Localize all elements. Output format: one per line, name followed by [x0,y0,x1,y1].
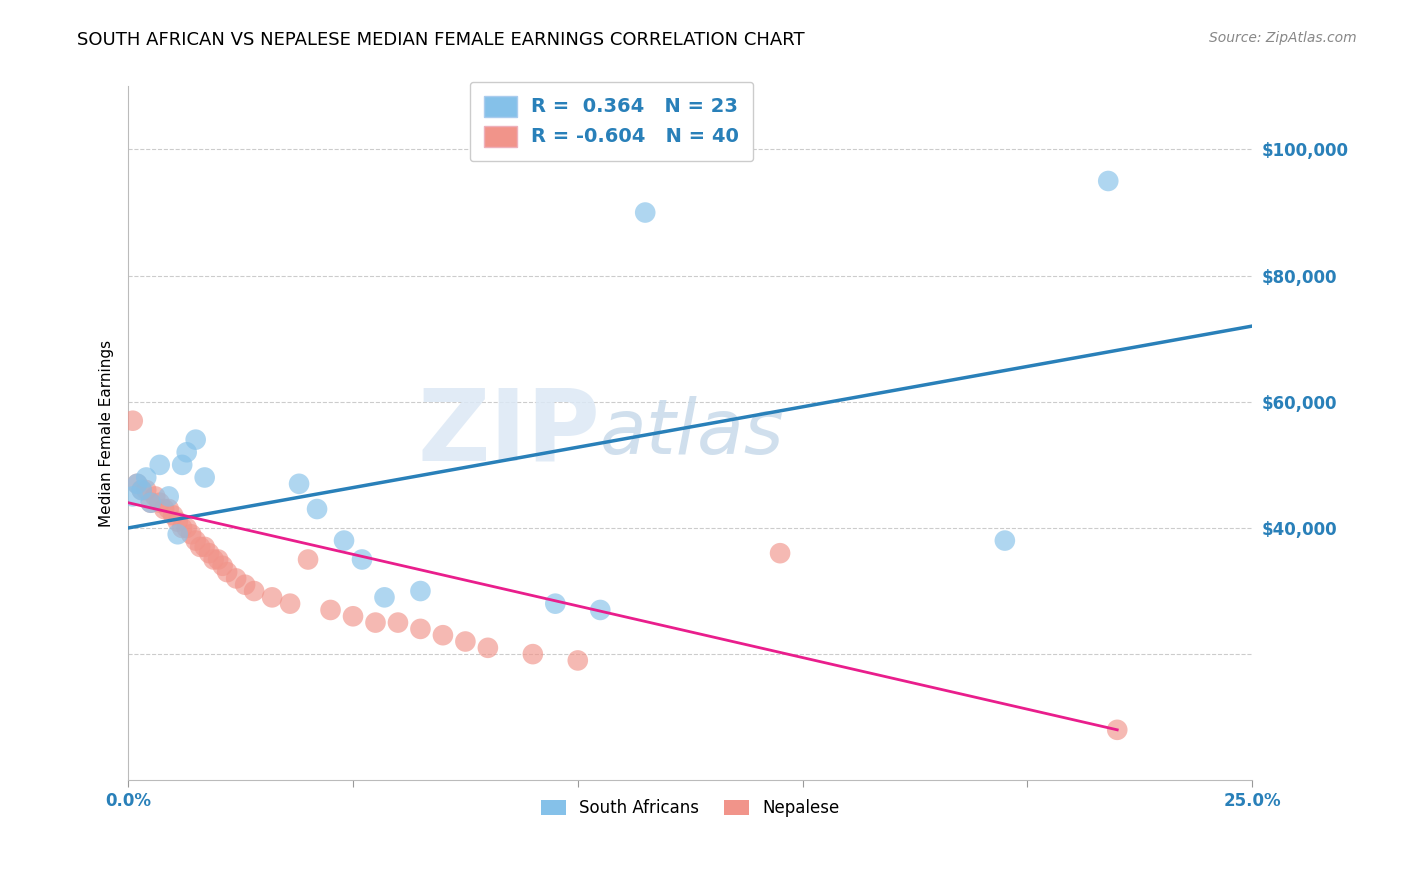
Point [176,445,198,459]
Point [135,470,157,484]
Point [194,540,217,554]
Point [131,483,153,497]
Point [139,496,162,510]
Point [307,502,329,516]
Point [194,470,217,484]
Point [172,458,194,472]
Y-axis label: Median Female Earnings: Median Female Earnings [100,340,114,527]
Point [131,483,153,497]
Point [544,597,567,611]
Text: atlas: atlas [600,396,785,470]
Point [225,571,247,585]
Point [769,546,792,560]
Point [373,591,395,605]
Point [350,552,373,566]
Point [288,476,311,491]
Point [522,647,544,661]
Point [297,552,319,566]
Point [135,483,157,497]
Point [198,546,221,560]
Point [342,609,364,624]
Point [333,533,356,548]
Point [139,496,162,510]
Point [233,578,256,592]
Point [172,521,194,535]
Legend: South Africans, Nepalese: South Africans, Nepalese [534,793,846,824]
Point [176,521,198,535]
Point [202,552,225,566]
Point [387,615,409,630]
Point [634,205,657,219]
Text: ZIP: ZIP [418,384,600,482]
Text: SOUTH AFRICAN VS NEPALESE MEDIAN FEMALE EARNINGS CORRELATION CHART: SOUTH AFRICAN VS NEPALESE MEDIAN FEMALE … [77,31,806,49]
Point [432,628,454,642]
Point [153,502,176,516]
Point [243,584,266,599]
Point [184,433,207,447]
Point [994,533,1017,548]
Point [188,540,211,554]
Point [121,414,143,428]
Point [162,508,184,523]
Point [121,490,143,504]
Point [184,533,207,548]
Point [143,490,166,504]
Point [127,476,149,491]
Point [1097,174,1119,188]
Point [319,603,342,617]
Point [211,558,233,573]
Point [166,527,188,541]
Point [180,527,202,541]
Point [166,515,188,529]
Point [409,622,432,636]
Point [157,502,180,516]
Point [409,584,432,599]
Point [477,640,499,655]
Point [454,634,477,648]
Text: Source: ZipAtlas.com: Source: ZipAtlas.com [1209,31,1357,45]
Point [149,458,172,472]
Point [567,653,589,667]
Point [157,490,180,504]
Point [127,476,149,491]
Point [589,603,612,617]
Point [278,597,301,611]
Point [207,552,229,566]
Point [217,565,239,579]
Point [364,615,387,630]
Point [1107,723,1129,737]
Point [262,591,284,605]
Point [149,496,172,510]
